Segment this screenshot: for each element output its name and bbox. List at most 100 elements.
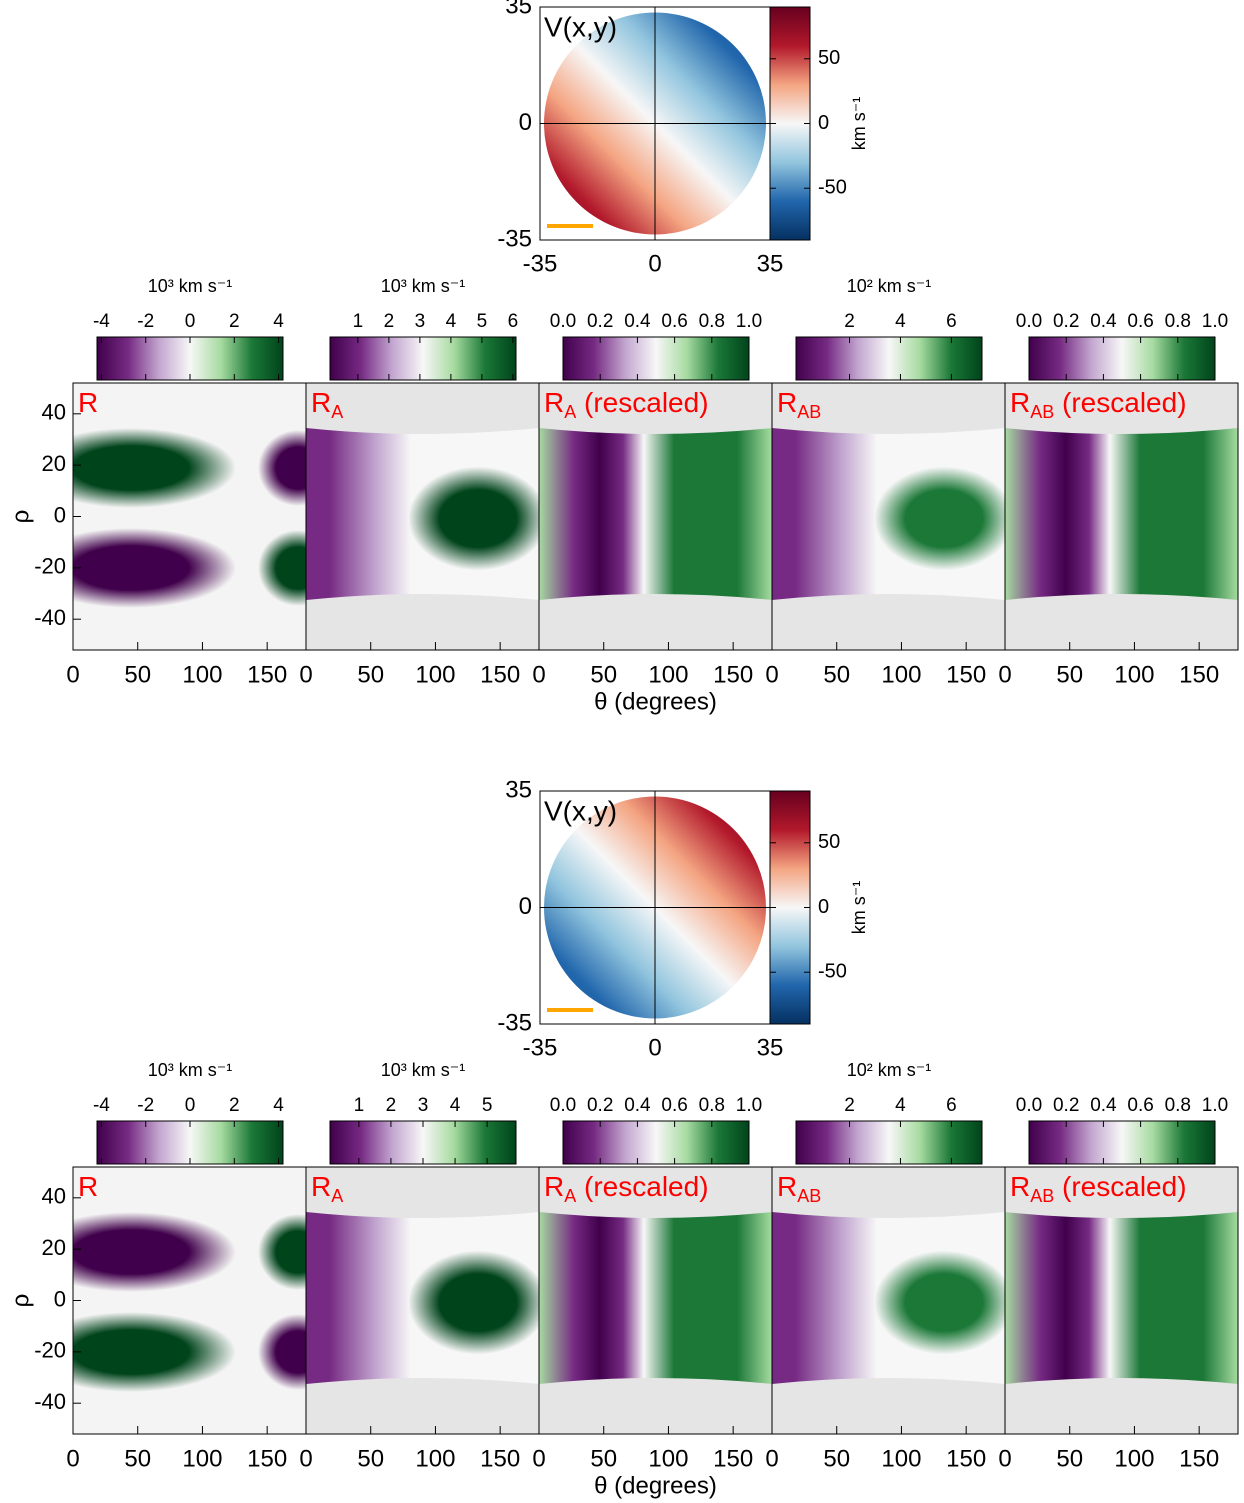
heatmap-image [772, 428, 1005, 600]
colorbar-tick-label: 0.2 [587, 1095, 613, 1116]
colorbar-tick-label: 0.4 [1090, 1095, 1117, 1116]
x-tick-label: 0 [532, 1445, 545, 1472]
x-tick-label: 0 [998, 661, 1011, 688]
panel-title: RAB (rescaled) [1010, 387, 1187, 421]
colorbar-tick-label: 0.2 [587, 311, 613, 332]
colorbar-tick-label: 0.0 [1016, 311, 1042, 332]
colorbar-tick-label: 4 [273, 311, 284, 332]
heatmap-panel: RAB 0 50 100 150 2 4 6 10² km s⁻¹ [765, 276, 1006, 688]
x-tick-label: 50 [823, 661, 850, 688]
x-tick-label: 50 [357, 1445, 384, 1472]
heatmap-lobe [874, 1250, 1005, 1355]
colorbar-tick-label: 4 [273, 1095, 284, 1116]
colorbar-tick-label: 1.0 [736, 311, 762, 332]
colorbar-label: 10³ km s⁻¹ [148, 276, 233, 296]
y-tick-label: 20 [42, 1235, 66, 1260]
panel-title-sub: A [331, 1186, 343, 1206]
panel-title: RA [311, 387, 343, 421]
colorbar [562, 336, 750, 381]
colorbar-tick-label: 0.8 [1165, 1095, 1191, 1116]
colorbar-tick-label: 3 [415, 311, 426, 332]
heatmap-panel: RAB (rescaled) 0 50 100 150 0.0 0.2 0.4 0.6 0.8 1.… [998, 1095, 1239, 1472]
heatmap-lobe [874, 466, 1005, 571]
x-tick-label: 100 [182, 1445, 222, 1472]
colorbar [329, 336, 517, 381]
panel-title-sub: A [331, 402, 343, 422]
heatmap-lobe [258, 530, 306, 606]
x-tick-label: 50 [1056, 1445, 1083, 1472]
colorbar-tick-label: 4 [446, 311, 457, 332]
x-tick-label: 50 [124, 661, 151, 688]
frame [1004, 382, 1239, 651]
colorbar-tick-label: 1.0 [1202, 1095, 1228, 1116]
y-axis-label: ρ [7, 1294, 34, 1308]
y-tick-label: 0 [54, 1286, 66, 1311]
heatmap-band [539, 428, 772, 600]
colorbar-tick-label: 0.6 [661, 1095, 687, 1116]
panel-title-sub: AB [797, 402, 821, 422]
y-tick-label: -35 [497, 1009, 532, 1036]
heatmap-panel: RA 0 50 100 150 1 2 3 4 5 10³ km s⁻¹ [299, 1060, 540, 1472]
heatmap-image [306, 1212, 539, 1384]
colorbar-tick-label: 0 [185, 311, 196, 332]
panel-title: RAB (rescaled) [1010, 1171, 1187, 1205]
panel-title-suffix: (rescaled) [576, 1171, 708, 1202]
colorbar [769, 790, 811, 1025]
colorbar-tick-label: 2 [229, 1095, 240, 1116]
colorbar-tick-label: 6 [508, 311, 519, 332]
x-tick-label: 0 [765, 661, 778, 688]
x-tick-label: 0 [648, 250, 661, 277]
panel-title: RA (rescaled) [544, 387, 709, 421]
x-tick-label: 0 [532, 661, 545, 688]
velocity-map: V(x,y) -35 0 35 -35 0 35 -50 0 50 km s⁻¹ [497, 776, 868, 1061]
x-tick-label: 35 [757, 250, 784, 277]
x-tick-label: 150 [713, 1445, 753, 1472]
heatmap-image [1005, 1212, 1238, 1384]
x-tick-label: 50 [590, 1445, 617, 1472]
panel-title-main: R [1010, 387, 1030, 418]
colorbar-tick-label: -2 [137, 311, 154, 332]
panel-title: RAB [777, 1171, 821, 1205]
heatmap-lobe [73, 1312, 236, 1392]
panel-title-suffix: (rescaled) [1054, 387, 1186, 418]
colorbar [329, 1120, 517, 1165]
x-tick-label: 100 [881, 661, 921, 688]
colorbar-tick-label: 0.4 [624, 311, 651, 332]
colorbar-tick-label: 0.8 [699, 311, 725, 332]
colorbar-tick-label: 0.4 [624, 1095, 651, 1116]
heatmap-lobe [258, 1314, 306, 1390]
y-tick-label: 0 [54, 502, 66, 527]
colorbar-tick-label: 1 [354, 1095, 365, 1116]
x-tick-label: 150 [946, 1445, 986, 1472]
colorbar [1028, 336, 1216, 381]
x-tick-label: 150 [1179, 661, 1219, 688]
colorbar-tick-label: 2 [844, 1095, 855, 1116]
x-tick-label: 100 [182, 661, 222, 688]
colorbar-tick-label: 0 [818, 896, 829, 918]
x-tick-label: 150 [247, 661, 287, 688]
colorbar-tick-label: -50 [818, 177, 847, 199]
colorbar-label: 10³ km s⁻¹ [381, 1060, 466, 1080]
x-tick-label: 150 [247, 1445, 287, 1472]
colorbar-tick-label: 0.2 [1053, 311, 1079, 332]
colorbar-tick-label: 0 [185, 1095, 196, 1116]
colorbar-tick-label: -50 [818, 961, 847, 983]
x-tick-label: 150 [480, 661, 520, 688]
y-tick-label: 0 [519, 893, 532, 920]
colorbar-tick-label: 4 [895, 1095, 906, 1116]
colorbar-tick-label: 0.0 [550, 311, 576, 332]
panel-title: R [78, 1171, 98, 1202]
colorbar-tick-label: 3 [418, 1095, 429, 1116]
heatmap-lobe [73, 528, 236, 608]
colorbar-tick-label: 0.0 [1016, 1095, 1042, 1116]
heatmap-panel: RA 0 50 100 150 1 2 3 4 5 6 10³ km s⁻¹ [299, 276, 540, 688]
panel-title-main: R [311, 387, 331, 418]
x-tick-label: 0 [648, 1034, 661, 1061]
heatmap-lobe [73, 428, 236, 508]
y-tick-label: -40 [34, 1389, 66, 1414]
y-tick-label: -20 [34, 554, 66, 579]
